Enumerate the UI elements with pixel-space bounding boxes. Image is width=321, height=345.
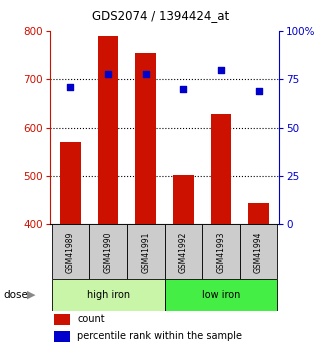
Text: dose: dose — [3, 290, 28, 300]
Text: count: count — [77, 315, 105, 324]
Text: GSM41990: GSM41990 — [104, 231, 113, 273]
FancyBboxPatch shape — [52, 224, 89, 279]
FancyBboxPatch shape — [127, 224, 164, 279]
Text: GDS2074 / 1394424_at: GDS2074 / 1394424_at — [92, 9, 229, 22]
Text: GSM41993: GSM41993 — [216, 231, 225, 273]
Bar — [248, 204, 269, 224]
Text: low iron: low iron — [202, 290, 240, 300]
Text: percentile rank within the sample: percentile rank within the sample — [77, 331, 242, 341]
Bar — [135, 53, 156, 224]
Text: ▶: ▶ — [27, 290, 36, 300]
Text: GSM41994: GSM41994 — [254, 231, 263, 273]
FancyBboxPatch shape — [52, 279, 164, 311]
Text: GSM41989: GSM41989 — [66, 231, 75, 273]
Text: high iron: high iron — [87, 290, 130, 300]
Bar — [98, 36, 118, 224]
Text: GSM41992: GSM41992 — [179, 231, 188, 273]
Bar — [173, 175, 194, 224]
Point — [68, 84, 73, 90]
FancyBboxPatch shape — [240, 224, 277, 279]
FancyBboxPatch shape — [202, 224, 240, 279]
Point — [106, 71, 111, 76]
Text: GSM41991: GSM41991 — [141, 231, 150, 273]
Bar — [54, 331, 70, 342]
FancyBboxPatch shape — [164, 279, 277, 311]
FancyBboxPatch shape — [89, 224, 127, 279]
Bar — [60, 142, 81, 224]
FancyBboxPatch shape — [164, 224, 202, 279]
Bar — [211, 114, 231, 224]
Bar — [54, 314, 70, 325]
Point — [256, 88, 261, 94]
Point — [218, 67, 223, 72]
Point — [143, 71, 148, 76]
Point — [181, 86, 186, 92]
